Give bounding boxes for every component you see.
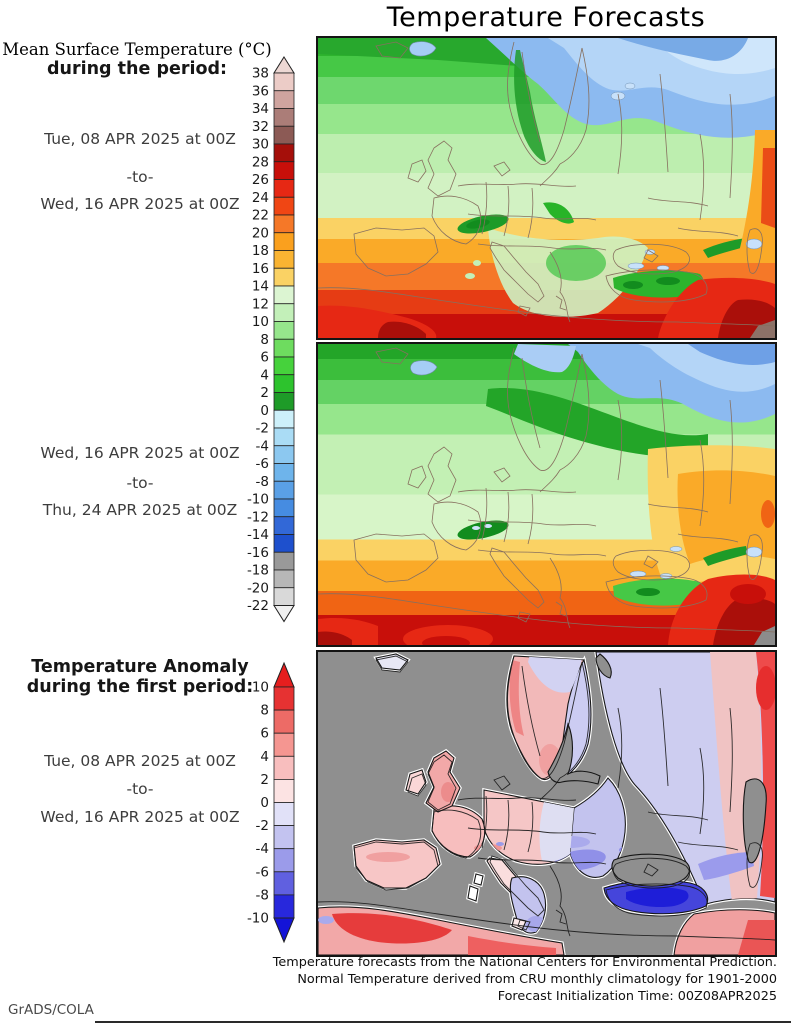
anomaly-colorbar: 10 8 6 4 2 0 -2 -4 -6 -8 -10	[230, 661, 296, 948]
svg-text:16: 16	[252, 261, 269, 277]
bottom-divider	[95, 1021, 791, 1023]
anomaly-map	[316, 650, 777, 957]
period2-end-date: Thu, 24 APR 2025 at 00Z	[42, 501, 238, 519]
svg-text:8: 8	[260, 332, 269, 348]
lakes-and-seas	[610, 82, 763, 271]
mean-surface-temperature-label: Mean Surface Temperature (°C)	[2, 40, 272, 59]
svg-text:-20: -20	[247, 580, 269, 596]
caption-line-3: Forecast Initialization Time: 00Z08APR20…	[497, 989, 777, 1005]
anomaly-map-graphic	[316, 650, 777, 957]
figure-caption: Temperature forecasts from the National …	[273, 954, 777, 1006]
svg-text:2: 2	[260, 385, 269, 401]
period1-start-date: Tue, 08 APR 2025 at 00Z	[44, 130, 236, 148]
svg-text:-14: -14	[247, 527, 269, 543]
svg-text:8: 8	[260, 703, 269, 719]
svg-text:-6: -6	[256, 864, 269, 880]
svg-text:6: 6	[260, 350, 269, 366]
svg-text:10: 10	[252, 680, 269, 696]
anomaly-label-line2: during the first period:	[26, 677, 254, 697]
svg-text:-8: -8	[256, 887, 269, 903]
temperature-colorbar: 38 36 34 32 30 28 26 24 22 20 18 16 14 12 10 8 6 4 2 0 -2 -4-…	[230, 55, 296, 628]
svg-text:14: 14	[252, 279, 269, 295]
warm-region-east	[647, 445, 775, 588]
terrain-mask-corner	[754, 626, 775, 645]
svg-text:28: 28	[252, 154, 269, 170]
svg-text:-4: -4	[256, 841, 269, 857]
caption-line-1: Temperature forecasts from the National …	[272, 955, 777, 970]
svg-text:-22: -22	[247, 598, 269, 614]
lakes-and-seas	[629, 546, 763, 579]
svg-text:-2: -2	[256, 818, 269, 834]
alps-cold-spot	[457, 520, 509, 540]
caption-line-2: Normal Temperature derived from CRU mont…	[297, 972, 777, 988]
svg-text:-10: -10	[247, 911, 269, 927]
svg-text:-8: -8	[256, 474, 269, 490]
svg-text:0: 0	[260, 795, 269, 811]
terrain-mask-corner	[750, 320, 775, 338]
anomaly-label-line1: Temperature Anomaly	[31, 657, 249, 677]
forecast-map-period-1	[316, 36, 777, 340]
period2-separator: -to-	[126, 474, 154, 492]
inland-seas	[547, 653, 767, 887]
period3-separator: -to-	[126, 780, 154, 798]
svg-text:26: 26	[252, 172, 269, 188]
svg-text:36: 36	[252, 83, 269, 99]
grads-cola-credit: GrADS/COLA	[8, 1002, 94, 1018]
svg-text:20: 20	[252, 225, 269, 241]
svg-text:-16: -16	[247, 545, 269, 561]
svg-text:0: 0	[260, 403, 269, 419]
svg-text:32: 32	[252, 119, 269, 135]
svg-text:-18: -18	[247, 563, 269, 579]
svg-text:-6: -6	[256, 456, 269, 472]
iceland-cold-spot	[409, 41, 437, 57]
svg-text:34: 34	[252, 101, 269, 117]
period2-start-date: Wed, 16 APR 2025 at 00Z	[40, 444, 240, 462]
forecast-map-period-2	[316, 342, 777, 653]
svg-text:6: 6	[260, 726, 269, 742]
map-period-2-graphic	[317, 344, 776, 653]
period1-separator: -to-	[126, 168, 154, 186]
svg-text:4: 4	[260, 749, 269, 765]
cold-region-north	[514, 344, 775, 423]
svg-text:4: 4	[260, 367, 269, 383]
svg-text:22: 22	[252, 208, 269, 224]
svg-text:-4: -4	[256, 438, 269, 454]
svg-text:24: 24	[252, 190, 269, 206]
svg-text:-2: -2	[256, 421, 269, 437]
anatolia-highlands	[613, 270, 704, 298]
map-period-1-graphic	[317, 38, 776, 338]
svg-text:2: 2	[260, 772, 269, 788]
iceland-cold-spot	[410, 360, 438, 376]
svg-text:-12: -12	[247, 509, 269, 525]
period3-start-date: Tue, 08 APR 2025 at 00Z	[44, 752, 236, 770]
period3-end-date: Wed, 16 APR 2025 at 00Z	[40, 808, 240, 826]
page-title: Temperature Forecasts	[386, 2, 706, 33]
during-period-label: during the period:	[46, 59, 228, 79]
svg-text:12: 12	[252, 296, 269, 312]
svg-text:10: 10	[252, 314, 269, 330]
svg-text:-10: -10	[247, 492, 269, 508]
period1-end-date: Wed, 16 APR 2025 at 00Z	[40, 195, 240, 213]
svg-text:18: 18	[252, 243, 269, 259]
svg-text:38: 38	[252, 66, 269, 82]
svg-text:30: 30	[252, 137, 269, 153]
cold-green-band	[486, 388, 708, 457]
